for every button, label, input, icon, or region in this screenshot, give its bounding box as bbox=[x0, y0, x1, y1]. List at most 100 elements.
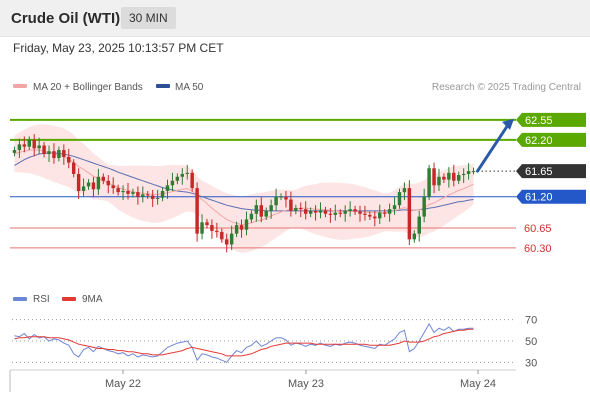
candle-body bbox=[412, 233, 417, 240]
ma50-legend-swatch bbox=[156, 84, 170, 88]
candle-body bbox=[368, 214, 372, 217]
candle-body bbox=[313, 210, 318, 213]
price-level-label: 60.30 bbox=[524, 243, 552, 255]
candle-body bbox=[407, 188, 412, 240]
candle-body bbox=[466, 171, 471, 174]
candle-body bbox=[205, 222, 209, 226]
bollinger-layer bbox=[14, 124, 474, 253]
candle-body bbox=[318, 210, 323, 213]
rsi-line bbox=[14, 322, 474, 363]
x-axis: May 22 May 23 May 24 bbox=[9, 369, 516, 392]
forecast-layer bbox=[476, 118, 514, 173]
candle-body bbox=[234, 225, 239, 234]
candle-body bbox=[397, 192, 402, 206]
candle-body bbox=[96, 176, 101, 190]
candle-body bbox=[358, 211, 362, 214]
candle-body bbox=[239, 225, 244, 230]
price-labels-layer: 62.55 62.20 61.65 61.20 60.65 60.30 bbox=[516, 112, 586, 255]
price-level-tag bbox=[516, 112, 586, 127]
candle-body bbox=[37, 145, 41, 149]
candle-body bbox=[52, 151, 56, 159]
candle-body bbox=[180, 173, 185, 177]
candle-body bbox=[363, 213, 367, 215]
candle-body bbox=[27, 139, 32, 147]
candle-body bbox=[106, 180, 110, 186]
price-levels-layer bbox=[10, 118, 516, 249]
candle-body bbox=[210, 225, 214, 231]
candle-body bbox=[254, 205, 259, 214]
candle-body bbox=[170, 180, 175, 186]
rsi-ma-line bbox=[14, 328, 474, 357]
candle-body bbox=[308, 210, 313, 214]
candle-body bbox=[289, 199, 293, 211]
ma20-legend-swatch bbox=[13, 84, 27, 88]
price-level-label: 61.20 bbox=[525, 192, 553, 204]
candle-body bbox=[353, 209, 357, 212]
candle-body bbox=[22, 144, 27, 147]
candle-body bbox=[328, 213, 333, 215]
ma20-legend-label: MA 20 + Bollinger Bands bbox=[33, 82, 143, 93]
rsi-tick-label: 50 bbox=[525, 336, 537, 348]
forecast-arrow-shaft bbox=[476, 123, 510, 173]
candle-body bbox=[160, 191, 165, 198]
candle-body bbox=[303, 209, 308, 214]
instrument-title: Crude Oil (WTI) bbox=[11, 10, 121, 27]
candle-body bbox=[422, 196, 426, 217]
candles-layer bbox=[12, 134, 476, 253]
candle-body bbox=[279, 196, 283, 198]
candle-body bbox=[378, 212, 382, 219]
candle-body bbox=[86, 182, 91, 187]
candle-body bbox=[12, 150, 17, 153]
x-axis-tick-label: May 22 bbox=[105, 378, 141, 390]
candle-body bbox=[382, 212, 387, 214]
x-axis-tick-label: May 23 bbox=[288, 378, 324, 390]
candle-body bbox=[338, 212, 342, 214]
candle-body bbox=[323, 210, 328, 214]
candle-body bbox=[343, 210, 347, 214]
candle-body bbox=[284, 196, 288, 200]
candle-body bbox=[471, 171, 476, 173]
candle-body bbox=[155, 197, 160, 199]
rsi-ma-legend-label: 9MA bbox=[82, 294, 103, 305]
ma20-line bbox=[14, 149, 474, 226]
moving-averages-layer bbox=[14, 149, 474, 226]
candle-body bbox=[141, 194, 145, 197]
timeframe-badge[interactable]: 30 MIN bbox=[121, 7, 176, 29]
candle-body bbox=[427, 168, 431, 197]
candle-body bbox=[42, 145, 46, 155]
forecast-arrow-head bbox=[502, 118, 514, 130]
candle-body bbox=[195, 188, 199, 234]
candle-body bbox=[447, 172, 451, 180]
candle-body bbox=[392, 205, 397, 210]
ma50-line bbox=[14, 152, 474, 212]
candle-body bbox=[57, 150, 61, 159]
candle-body bbox=[452, 172, 456, 181]
candle-body bbox=[62, 150, 66, 157]
candle-body bbox=[111, 185, 115, 189]
rsi-tick-label: 70 bbox=[525, 315, 537, 327]
candle-body bbox=[175, 176, 180, 181]
candle-body bbox=[76, 173, 81, 191]
candle-body bbox=[215, 230, 219, 232]
candle-body bbox=[387, 209, 392, 214]
candle-body bbox=[67, 156, 71, 163]
chart-datetime: Friday, May 23, 2025 10:13:57 PM CET bbox=[13, 41, 224, 55]
candle-body bbox=[81, 186, 86, 191]
candle-body bbox=[432, 168, 436, 186]
price-level-tag bbox=[516, 132, 586, 147]
candle-body bbox=[101, 176, 106, 181]
rsi-layer: 70 50 30 bbox=[12, 315, 537, 369]
candle-body bbox=[229, 233, 234, 245]
rsi-tick-label: 30 bbox=[525, 357, 537, 369]
candle-body bbox=[294, 208, 298, 211]
candle-body bbox=[373, 216, 377, 219]
candle-body bbox=[437, 176, 441, 186]
candle-body bbox=[200, 222, 204, 234]
candle-body bbox=[136, 192, 140, 197]
candle-body bbox=[244, 219, 249, 230]
candle-body bbox=[299, 208, 303, 210]
candle-body bbox=[461, 173, 466, 176]
candle-body bbox=[71, 162, 76, 174]
